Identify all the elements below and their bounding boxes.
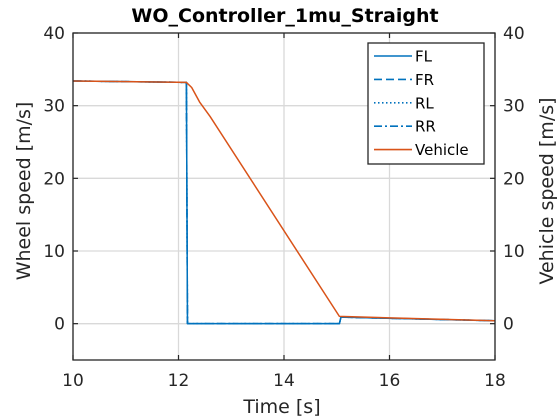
legend-label-vehicle: Vehicle [415,141,469,159]
y-tick-label-right: 0 [503,315,514,335]
legend-label-fr: FR [415,71,434,89]
y-tick-label-left: 10 [43,242,65,262]
y-tick-label-left: 20 [43,169,65,189]
y-tick-label-left: 40 [43,24,65,44]
legend-label-rl: RL [415,94,434,112]
y-tick-label-right: 10 [503,242,525,262]
legend-label-fl: FL [415,48,433,66]
y-tick-label-right: 40 [503,24,525,44]
y-tick-label-right: 30 [503,97,525,117]
chart-title: WO_Controller_1mu_Straight [131,5,438,27]
x-tick-label: 10 [62,371,84,391]
legend-label-rr: RR [415,118,436,136]
y-axis-label-right: Vehicle speed [m/s] [536,97,558,284]
x-tick-label: 14 [273,371,295,391]
y-axis-label-left: Wheel speed [m/s] [13,102,35,281]
x-tick-label: 16 [379,371,401,391]
x-axis-label: Time [s] [242,396,320,418]
x-tick-label: 18 [484,371,506,391]
legend: FL FR RL RR Vehicle [368,43,484,164]
y-tick-label-left: 30 [43,97,65,117]
x-tick-label: 12 [168,371,190,391]
y-tick-label-left: 0 [54,315,65,335]
y-tick-label-right: 20 [503,169,525,189]
